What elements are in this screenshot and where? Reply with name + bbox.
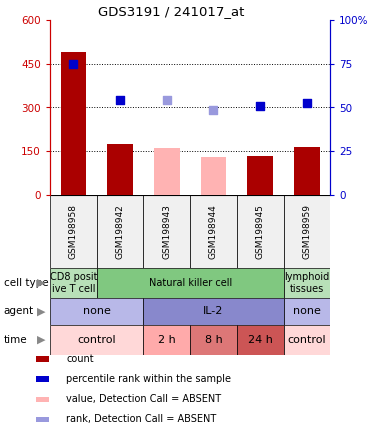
Bar bbox=[237, 325, 283, 355]
Bar bbox=[50, 298, 144, 325]
Text: control: control bbox=[78, 335, 116, 345]
Bar bbox=[190, 195, 237, 268]
Point bbox=[304, 99, 310, 107]
Bar bbox=[36, 416, 49, 422]
Bar bbox=[283, 298, 330, 325]
Text: count: count bbox=[66, 354, 94, 364]
Text: ▶: ▶ bbox=[37, 335, 45, 345]
Bar bbox=[50, 195, 97, 268]
Bar bbox=[294, 147, 320, 195]
Bar bbox=[237, 195, 283, 268]
Text: control: control bbox=[288, 335, 326, 345]
Text: 2 h: 2 h bbox=[158, 335, 176, 345]
Text: cell type: cell type bbox=[4, 278, 48, 288]
Text: GSM198958: GSM198958 bbox=[69, 204, 78, 259]
Bar bbox=[201, 157, 226, 195]
Bar bbox=[107, 144, 133, 195]
Text: GDS3191 / 241017_at: GDS3191 / 241017_at bbox=[98, 5, 245, 18]
Bar bbox=[144, 325, 190, 355]
Text: GSM198944: GSM198944 bbox=[209, 204, 218, 259]
Bar bbox=[97, 268, 283, 298]
Point bbox=[257, 103, 263, 110]
Bar bbox=[190, 325, 237, 355]
Text: none: none bbox=[293, 306, 321, 317]
Text: rank, Detection Call = ABSENT: rank, Detection Call = ABSENT bbox=[66, 414, 217, 424]
Point bbox=[210, 107, 216, 114]
Bar bbox=[144, 298, 283, 325]
Text: none: none bbox=[83, 306, 111, 317]
Text: GSM198959: GSM198959 bbox=[302, 204, 311, 259]
Point bbox=[70, 60, 76, 67]
Text: ▶: ▶ bbox=[37, 278, 45, 288]
Bar bbox=[97, 195, 144, 268]
Text: GSM198945: GSM198945 bbox=[256, 204, 265, 259]
Text: GSM198943: GSM198943 bbox=[162, 204, 171, 259]
Bar bbox=[36, 396, 49, 402]
Point bbox=[117, 97, 123, 104]
Bar bbox=[36, 377, 49, 381]
Bar bbox=[144, 195, 190, 268]
Bar bbox=[283, 325, 330, 355]
Text: 24 h: 24 h bbox=[248, 335, 273, 345]
Bar bbox=[247, 156, 273, 195]
Text: agent: agent bbox=[4, 306, 34, 317]
Text: GSM198942: GSM198942 bbox=[116, 204, 125, 259]
Bar bbox=[154, 148, 180, 195]
Text: CD8 posit
ive T cell: CD8 posit ive T cell bbox=[50, 272, 97, 294]
Text: percentile rank within the sample: percentile rank within the sample bbox=[66, 374, 232, 384]
Text: lymphoid
tissues: lymphoid tissues bbox=[284, 272, 329, 294]
Text: Natural killer cell: Natural killer cell bbox=[148, 278, 232, 288]
Text: IL-2: IL-2 bbox=[203, 306, 224, 317]
Bar bbox=[283, 195, 330, 268]
Text: ▶: ▶ bbox=[37, 306, 45, 317]
Text: value, Detection Call = ABSENT: value, Detection Call = ABSENT bbox=[66, 394, 221, 404]
Text: time: time bbox=[4, 335, 27, 345]
Bar bbox=[283, 268, 330, 298]
Bar bbox=[60, 52, 86, 195]
Text: 8 h: 8 h bbox=[204, 335, 222, 345]
Bar bbox=[50, 268, 97, 298]
Bar bbox=[50, 325, 144, 355]
Point bbox=[164, 97, 170, 104]
Bar bbox=[36, 357, 49, 361]
